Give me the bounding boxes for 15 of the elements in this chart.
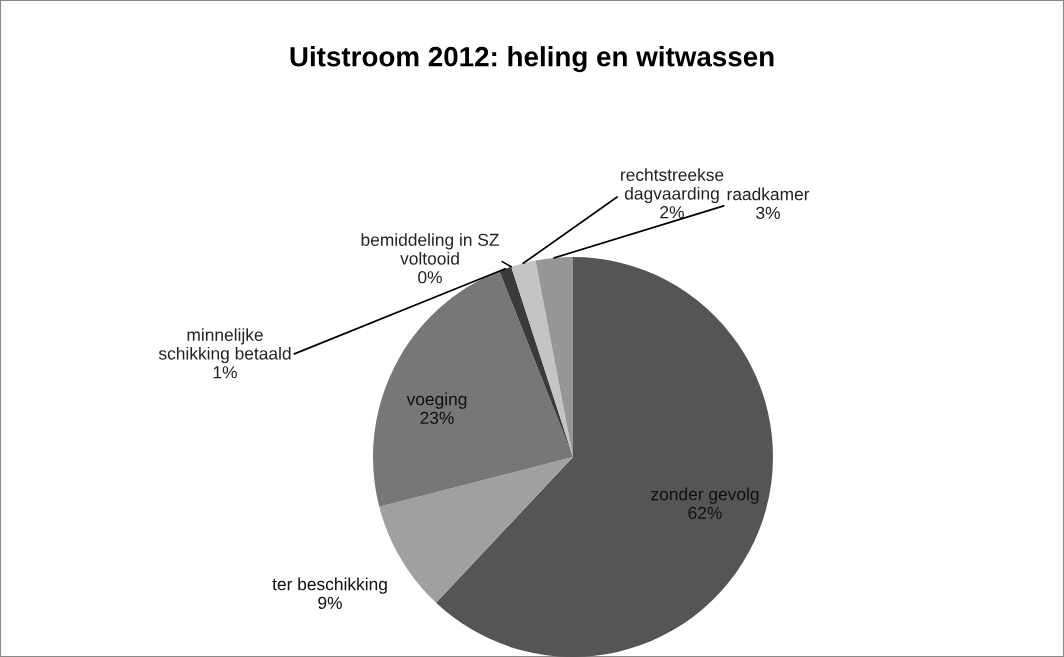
category-label: bemiddeling in SZ voltooid bbox=[361, 233, 499, 265]
chart-title: Uitstroom 2012: heling en witwassen bbox=[290, 46, 774, 73]
text: 0% bbox=[418, 271, 442, 284]
data-label: 62% bbox=[688, 506, 722, 520]
slice-label: rechtstreekse dagvaarding bbox=[621, 168, 724, 204]
data-label: 23% bbox=[420, 411, 454, 425]
slice-label: raadkamer bbox=[727, 187, 810, 201]
data-label: 1% bbox=[213, 366, 237, 379]
slice-label: zonder gevolg bbox=[651, 487, 759, 504]
slice-label: minnelijke schikking betaald bbox=[158, 328, 291, 364]
data-label: 3% bbox=[756, 206, 780, 220]
data-label: 2% bbox=[660, 206, 684, 219]
slice-label: ter beschikking bbox=[272, 577, 387, 594]
data-label: 9% bbox=[318, 596, 342, 610]
slice-label: voeging bbox=[406, 392, 467, 409]
